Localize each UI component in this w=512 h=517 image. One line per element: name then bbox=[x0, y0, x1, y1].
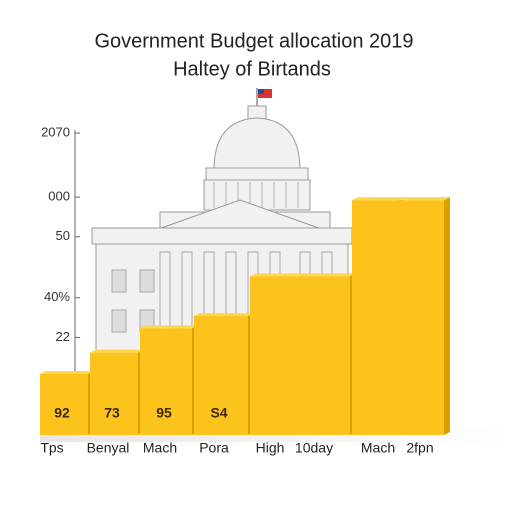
bar bbox=[250, 276, 300, 435]
bar-top bbox=[194, 313, 254, 317]
bar-annotation: 73 bbox=[104, 405, 120, 421]
x-tick-label: Tps bbox=[40, 440, 63, 456]
x-tick-label: Mach bbox=[361, 440, 395, 456]
bar bbox=[40, 374, 88, 435]
bar-annotation: S4 bbox=[210, 405, 227, 421]
y-tick-label: 22 bbox=[56, 329, 70, 344]
x-tick-label: Pora bbox=[199, 440, 229, 456]
bar bbox=[398, 200, 444, 435]
x-tick-label: High bbox=[256, 440, 285, 456]
y-tick-label: 40% bbox=[44, 289, 70, 304]
bar-top bbox=[140, 325, 198, 329]
bar-top bbox=[300, 273, 356, 277]
x-tick-label: 10day bbox=[295, 440, 333, 456]
x-tick-label: 2fpn bbox=[406, 440, 433, 456]
y-tick-label: 000 bbox=[48, 189, 70, 204]
bar bbox=[140, 328, 192, 435]
chart-title: Government Budget allocation 2019 bbox=[94, 30, 413, 52]
bar-top bbox=[40, 371, 94, 374]
bar-top bbox=[352, 197, 404, 201]
x-tick-label: Benyal bbox=[87, 440, 130, 456]
x-tick-label: Mach bbox=[143, 440, 177, 456]
bar-side bbox=[444, 197, 450, 435]
bar-top bbox=[250, 273, 306, 277]
bar bbox=[90, 352, 138, 435]
bar bbox=[352, 200, 398, 435]
bar-top bbox=[398, 197, 450, 201]
bar-annotation: 92 bbox=[54, 405, 70, 421]
bar bbox=[300, 276, 350, 435]
bar-top bbox=[90, 349, 144, 353]
bar-annotation: 95 bbox=[156, 405, 172, 421]
chart-subtitle: Haltey of Birtands bbox=[173, 58, 331, 80]
bar bbox=[194, 316, 248, 435]
y-tick-label: 50 bbox=[56, 228, 70, 243]
y-tick-label: 2070 bbox=[41, 124, 70, 139]
